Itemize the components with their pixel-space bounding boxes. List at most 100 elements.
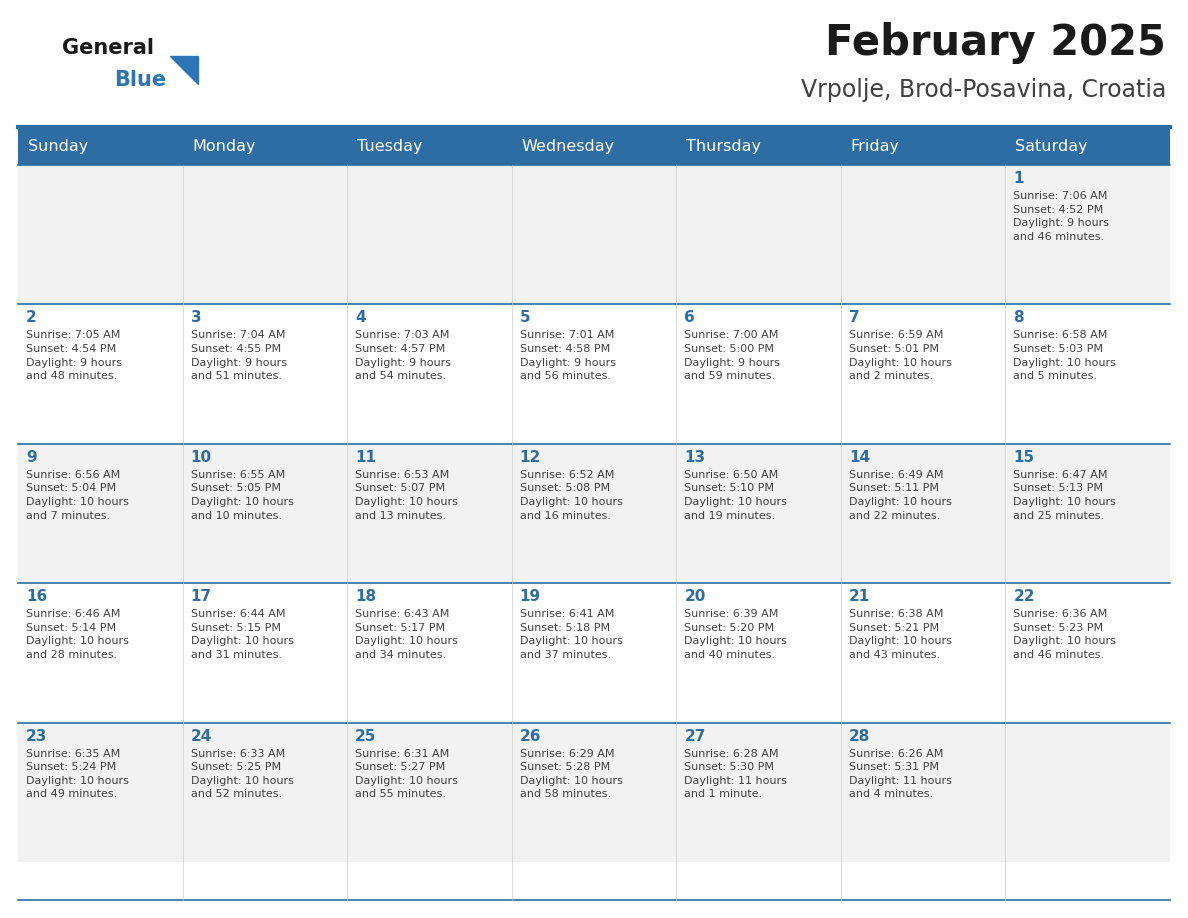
- Bar: [512, 127, 676, 165]
- Text: 18: 18: [355, 589, 377, 604]
- Text: Sunrise: 6:50 AM
Sunset: 5:10 PM
Daylight: 10 hours
and 19 minutes.: Sunrise: 6:50 AM Sunset: 5:10 PM Dayligh…: [684, 470, 788, 521]
- Text: Friday: Friday: [851, 139, 899, 153]
- Bar: [1005, 443, 1170, 583]
- Bar: [1005, 127, 1170, 165]
- Text: 28: 28: [849, 729, 871, 744]
- Bar: [841, 127, 1005, 165]
- Text: Sunrise: 6:26 AM
Sunset: 5:31 PM
Daylight: 11 hours
and 4 minutes.: Sunrise: 6:26 AM Sunset: 5:31 PM Dayligh…: [849, 748, 952, 800]
- Bar: [512, 722, 676, 862]
- Bar: [841, 722, 1005, 862]
- Text: Sunrise: 6:55 AM
Sunset: 5:05 PM
Daylight: 10 hours
and 10 minutes.: Sunrise: 6:55 AM Sunset: 5:05 PM Dayligh…: [190, 470, 293, 521]
- Bar: [676, 127, 841, 165]
- Text: Blue: Blue: [114, 70, 166, 90]
- Text: 3: 3: [190, 310, 201, 325]
- Text: Sunrise: 6:58 AM
Sunset: 5:03 PM
Daylight: 10 hours
and 5 minutes.: Sunrise: 6:58 AM Sunset: 5:03 PM Dayligh…: [1013, 330, 1117, 381]
- Bar: [676, 305, 841, 443]
- Bar: [183, 722, 347, 862]
- Text: Monday: Monday: [192, 139, 257, 153]
- Bar: [347, 443, 512, 583]
- Bar: [1005, 583, 1170, 722]
- Text: Sunrise: 6:39 AM
Sunset: 5:20 PM
Daylight: 10 hours
and 40 minutes.: Sunrise: 6:39 AM Sunset: 5:20 PM Dayligh…: [684, 610, 788, 660]
- Text: Sunday: Sunday: [29, 139, 88, 153]
- Bar: [676, 443, 841, 583]
- Text: Sunrise: 6:52 AM
Sunset: 5:08 PM
Daylight: 10 hours
and 16 minutes.: Sunrise: 6:52 AM Sunset: 5:08 PM Dayligh…: [519, 470, 623, 521]
- Text: 21: 21: [849, 589, 870, 604]
- Bar: [841, 305, 1005, 443]
- Text: February 2025: February 2025: [826, 22, 1165, 64]
- Bar: [18, 443, 183, 583]
- Text: Tuesday: Tuesday: [358, 139, 423, 153]
- Text: 23: 23: [26, 729, 48, 744]
- Text: Sunrise: 6:41 AM
Sunset: 5:18 PM
Daylight: 10 hours
and 37 minutes.: Sunrise: 6:41 AM Sunset: 5:18 PM Dayligh…: [519, 610, 623, 660]
- Bar: [676, 722, 841, 862]
- Bar: [676, 583, 841, 722]
- Text: 13: 13: [684, 450, 706, 465]
- Text: 16: 16: [26, 589, 48, 604]
- Text: Sunrise: 6:36 AM
Sunset: 5:23 PM
Daylight: 10 hours
and 46 minutes.: Sunrise: 6:36 AM Sunset: 5:23 PM Dayligh…: [1013, 610, 1117, 660]
- Bar: [841, 443, 1005, 583]
- Text: Sunrise: 7:01 AM
Sunset: 4:58 PM
Daylight: 9 hours
and 56 minutes.: Sunrise: 7:01 AM Sunset: 4:58 PM Dayligh…: [519, 330, 615, 381]
- Text: Sunrise: 7:05 AM
Sunset: 4:54 PM
Daylight: 9 hours
and 48 minutes.: Sunrise: 7:05 AM Sunset: 4:54 PM Dayligh…: [26, 330, 122, 381]
- Bar: [183, 583, 347, 722]
- Text: Sunrise: 6:29 AM
Sunset: 5:28 PM
Daylight: 10 hours
and 58 minutes.: Sunrise: 6:29 AM Sunset: 5:28 PM Dayligh…: [519, 748, 623, 800]
- Bar: [512, 583, 676, 722]
- Bar: [183, 127, 347, 165]
- Text: 20: 20: [684, 589, 706, 604]
- Text: Sunrise: 6:49 AM
Sunset: 5:11 PM
Daylight: 10 hours
and 22 minutes.: Sunrise: 6:49 AM Sunset: 5:11 PM Dayligh…: [849, 470, 952, 521]
- Bar: [183, 305, 347, 443]
- Bar: [347, 722, 512, 862]
- Bar: [347, 305, 512, 443]
- Text: 11: 11: [355, 450, 377, 465]
- Bar: [18, 305, 183, 443]
- Text: 9: 9: [26, 450, 37, 465]
- Bar: [18, 583, 183, 722]
- Bar: [347, 127, 512, 165]
- Bar: [347, 583, 512, 722]
- Text: Saturday: Saturday: [1016, 139, 1088, 153]
- Text: Sunrise: 7:03 AM
Sunset: 4:57 PM
Daylight: 9 hours
and 54 minutes.: Sunrise: 7:03 AM Sunset: 4:57 PM Dayligh…: [355, 330, 451, 381]
- Text: Sunrise: 6:43 AM
Sunset: 5:17 PM
Daylight: 10 hours
and 34 minutes.: Sunrise: 6:43 AM Sunset: 5:17 PM Dayligh…: [355, 610, 459, 660]
- Text: Thursday: Thursday: [687, 139, 762, 153]
- Text: Sunrise: 7:04 AM
Sunset: 4:55 PM
Daylight: 9 hours
and 51 minutes.: Sunrise: 7:04 AM Sunset: 4:55 PM Dayligh…: [190, 330, 286, 381]
- Bar: [183, 165, 347, 305]
- Text: Sunrise: 6:47 AM
Sunset: 5:13 PM
Daylight: 10 hours
and 25 minutes.: Sunrise: 6:47 AM Sunset: 5:13 PM Dayligh…: [1013, 470, 1117, 521]
- Text: General: General: [62, 38, 154, 58]
- Text: Wednesday: Wednesday: [522, 139, 615, 153]
- Bar: [841, 583, 1005, 722]
- Text: Sunrise: 6:28 AM
Sunset: 5:30 PM
Daylight: 11 hours
and 1 minute.: Sunrise: 6:28 AM Sunset: 5:30 PM Dayligh…: [684, 748, 788, 800]
- Bar: [347, 165, 512, 305]
- Text: 26: 26: [519, 729, 542, 744]
- Text: Sunrise: 7:06 AM
Sunset: 4:52 PM
Daylight: 9 hours
and 46 minutes.: Sunrise: 7:06 AM Sunset: 4:52 PM Dayligh…: [1013, 191, 1110, 241]
- Text: 17: 17: [190, 589, 211, 604]
- Text: Sunrise: 6:33 AM
Sunset: 5:25 PM
Daylight: 10 hours
and 52 minutes.: Sunrise: 6:33 AM Sunset: 5:25 PM Dayligh…: [190, 748, 293, 800]
- Bar: [1005, 165, 1170, 305]
- Bar: [512, 165, 676, 305]
- Bar: [1005, 722, 1170, 862]
- Bar: [18, 722, 183, 862]
- Text: 12: 12: [519, 450, 541, 465]
- Bar: [512, 443, 676, 583]
- Bar: [1005, 305, 1170, 443]
- Text: Vrpolje, Brod-Posavina, Croatia: Vrpolje, Brod-Posavina, Croatia: [801, 78, 1165, 102]
- Text: Sunrise: 7:00 AM
Sunset: 5:00 PM
Daylight: 9 hours
and 59 minutes.: Sunrise: 7:00 AM Sunset: 5:00 PM Dayligh…: [684, 330, 781, 381]
- Bar: [676, 165, 841, 305]
- Text: 5: 5: [519, 310, 530, 325]
- Text: 24: 24: [190, 729, 211, 744]
- Text: 15: 15: [1013, 450, 1035, 465]
- Text: 22: 22: [1013, 589, 1035, 604]
- Text: 6: 6: [684, 310, 695, 325]
- Text: 8: 8: [1013, 310, 1024, 325]
- Bar: [512, 305, 676, 443]
- Text: 10: 10: [190, 450, 211, 465]
- Text: Sunrise: 6:31 AM
Sunset: 5:27 PM
Daylight: 10 hours
and 55 minutes.: Sunrise: 6:31 AM Sunset: 5:27 PM Dayligh…: [355, 748, 459, 800]
- Text: 19: 19: [519, 589, 541, 604]
- Bar: [18, 127, 183, 165]
- Text: Sunrise: 6:44 AM
Sunset: 5:15 PM
Daylight: 10 hours
and 31 minutes.: Sunrise: 6:44 AM Sunset: 5:15 PM Dayligh…: [190, 610, 293, 660]
- Text: Sunrise: 6:46 AM
Sunset: 5:14 PM
Daylight: 10 hours
and 28 minutes.: Sunrise: 6:46 AM Sunset: 5:14 PM Dayligh…: [26, 610, 128, 660]
- Bar: [18, 165, 183, 305]
- Bar: [183, 443, 347, 583]
- Text: 1: 1: [1013, 171, 1024, 186]
- Text: Sunrise: 6:35 AM
Sunset: 5:24 PM
Daylight: 10 hours
and 49 minutes.: Sunrise: 6:35 AM Sunset: 5:24 PM Dayligh…: [26, 748, 128, 800]
- Text: 4: 4: [355, 310, 366, 325]
- Text: 25: 25: [355, 729, 377, 744]
